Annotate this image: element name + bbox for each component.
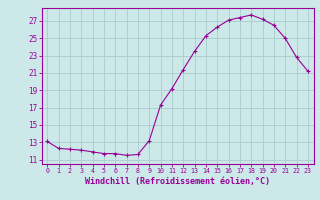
X-axis label: Windchill (Refroidissement éolien,°C): Windchill (Refroidissement éolien,°C) <box>85 177 270 186</box>
